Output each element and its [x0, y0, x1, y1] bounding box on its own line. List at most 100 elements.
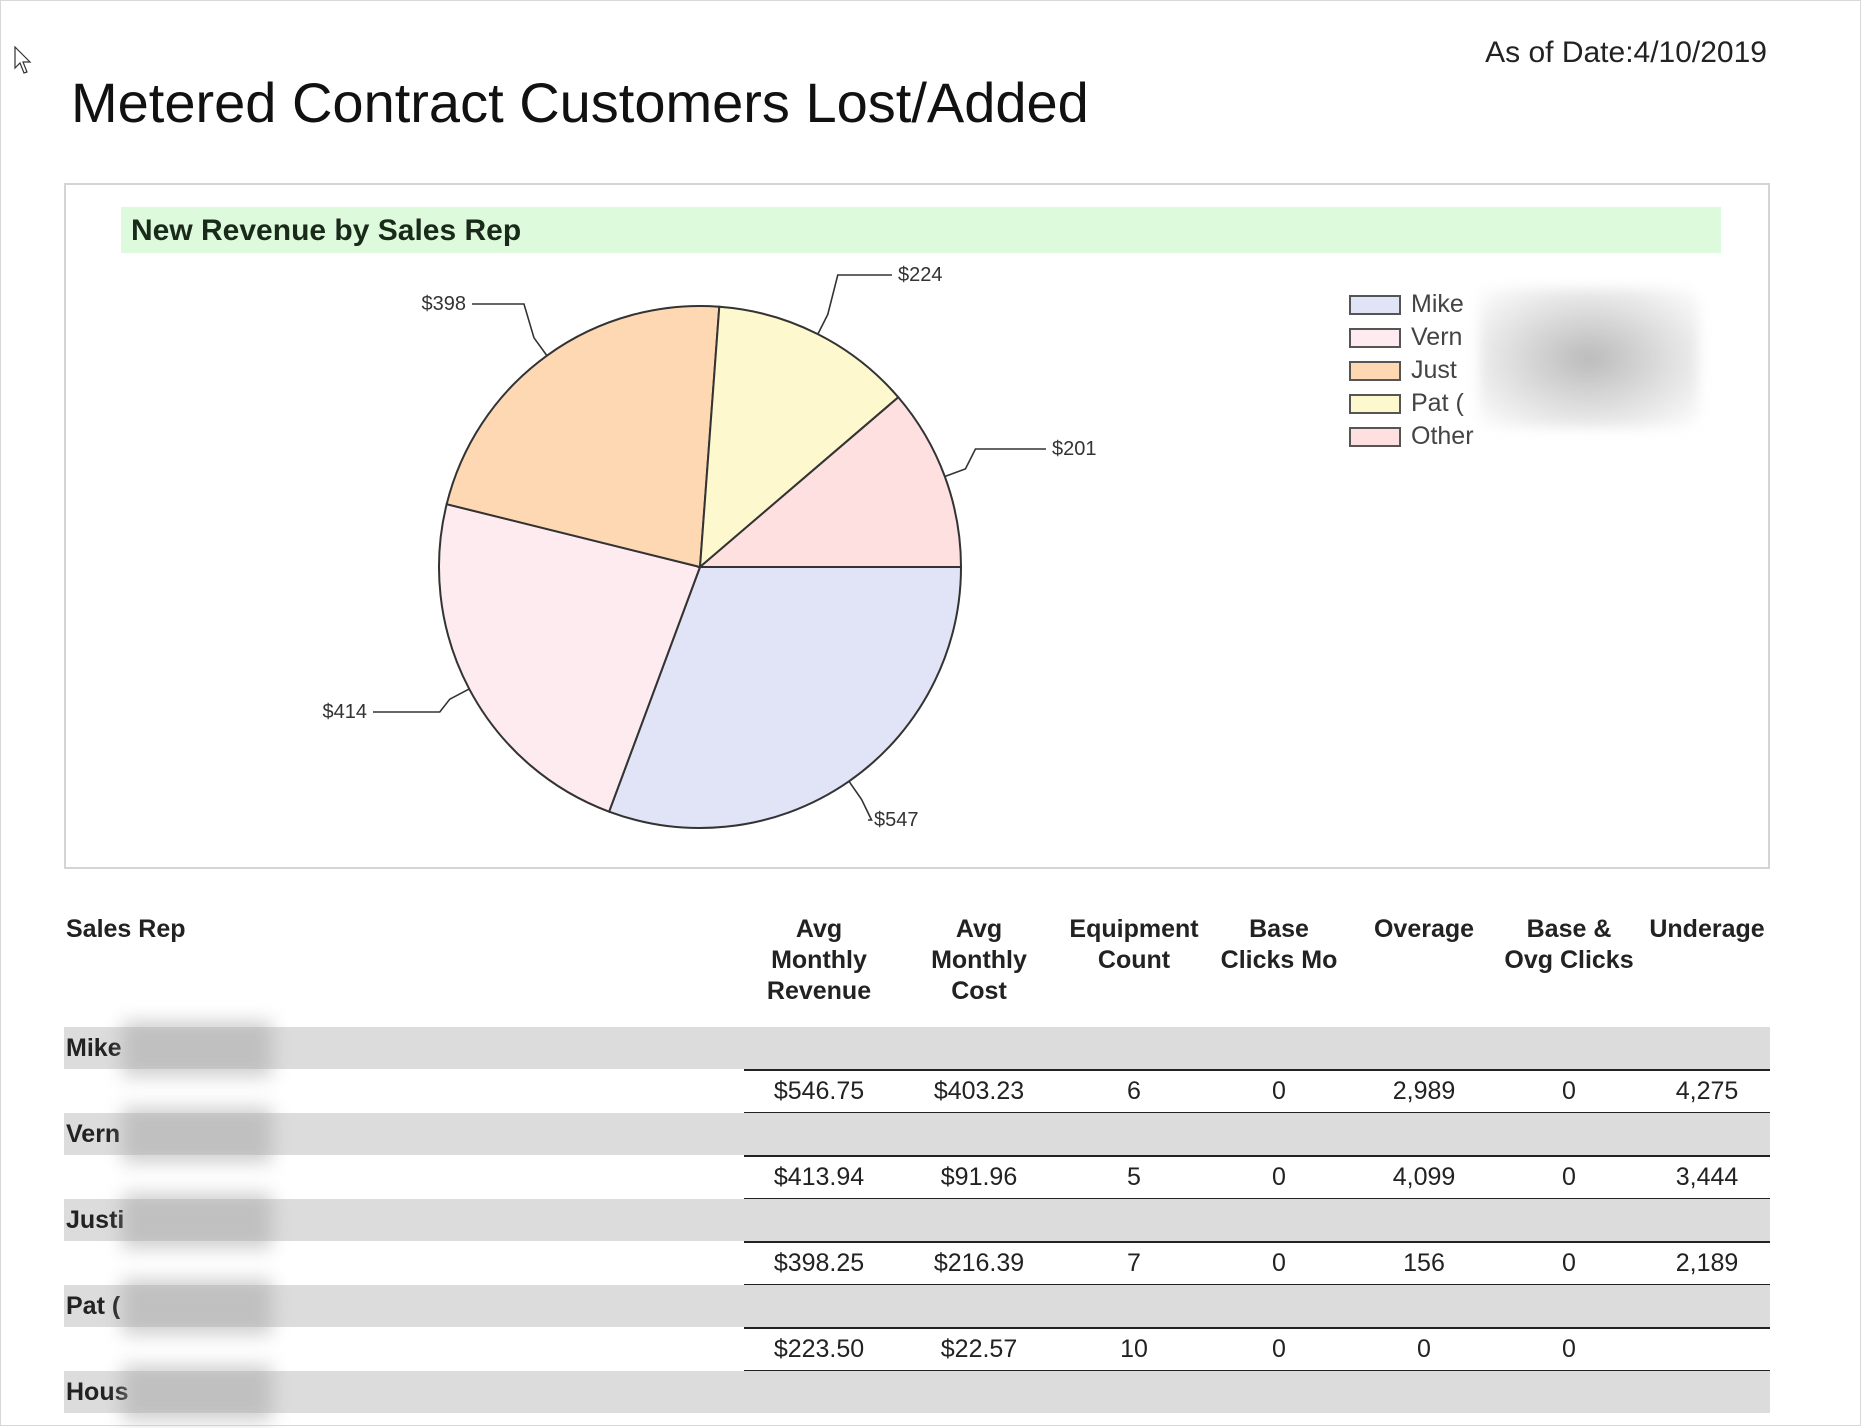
as-of-date: As of Date:4/10/2019	[1485, 36, 1767, 69]
header-line: Revenue	[766, 977, 872, 1005]
rep-band	[64, 1199, 1770, 1241]
data-label: $547	[874, 809, 919, 831]
rep-name: Justi	[66, 1206, 125, 1234]
cell-equipment: 5	[1127, 1163, 1141, 1191]
cell-cost: $216.39	[933, 1249, 1025, 1277]
cell-revenue: $398.25	[773, 1249, 865, 1277]
row-divider	[744, 1241, 1770, 1243]
redaction-blur	[122, 1021, 272, 1077]
cell-cost: $22.57	[940, 1335, 1018, 1363]
data-label: $201	[1052, 438, 1097, 460]
legend-label: Mike	[1411, 290, 1464, 318]
legend-swatch	[1349, 360, 1401, 381]
data-label: $414	[323, 701, 368, 723]
legend-item-mike: Mike	[1349, 288, 1474, 321]
rep-name: Pat (	[66, 1292, 121, 1320]
cell-base-clicks: 0	[1272, 1163, 1286, 1191]
redaction-blur	[122, 1279, 272, 1335]
report-title: Metered Contract Customers Lost/Added	[71, 71, 1089, 134]
cell-revenue: $413.94	[773, 1163, 865, 1191]
cell-base-ovg: 0	[1562, 1077, 1576, 1105]
cell-revenue: $546.75	[773, 1077, 865, 1105]
leader-line	[472, 303, 548, 357]
row-divider	[744, 1069, 1770, 1071]
rep-band	[64, 1113, 1770, 1155]
header-base-ovg-clicks: Base & Ovg Clicks	[1494, 914, 1644, 976]
rep-band	[64, 1027, 1770, 1069]
revenue-chart-panel: New Revenue by Sales Rep $547 $414 $398 $22…	[64, 183, 1770, 869]
cell-overage: 4,099	[1392, 1163, 1456, 1191]
legend-swatch	[1349, 426, 1401, 447]
legend-label: Vern	[1411, 323, 1463, 351]
header-equipment-count: Equipment Count	[1064, 914, 1204, 976]
cell-underage: 2,189	[1675, 1249, 1739, 1277]
cell-equipment: 10	[1120, 1335, 1148, 1363]
redaction-blur	[1479, 288, 1699, 428]
cell-cost: $91.96	[940, 1163, 1018, 1191]
legend-swatch	[1349, 294, 1401, 315]
legend-swatch	[1349, 393, 1401, 414]
cell-revenue: $223.50	[773, 1335, 865, 1363]
legend-label: Other	[1411, 422, 1474, 450]
redaction-blur	[122, 1107, 272, 1163]
cell-overage: 2,989	[1392, 1077, 1456, 1105]
legend-label: Pat (	[1411, 389, 1464, 417]
leader-line	[817, 274, 892, 335]
revenue-pie-chart: $547 $414 $398 $224 $201	[323, 264, 1097, 831]
header-line: Base	[1249, 915, 1309, 943]
pie-slice-mike	[607, 566, 963, 829]
cell-base-ovg: 0	[1562, 1163, 1576, 1191]
row-divider	[744, 1327, 1770, 1329]
rep-band	[64, 1371, 1770, 1413]
pie-slice-vern	[438, 502, 702, 813]
legend-item-pat: Pat (	[1349, 387, 1474, 420]
chart-legend: Mike Vern Just Pat ( Other	[1349, 288, 1699, 453]
header-line: Avg	[955, 915, 1003, 943]
header-avg-monthly-cost: Avg Monthly Cost	[904, 914, 1054, 1007]
legend-item-just: Just	[1349, 354, 1474, 387]
cell-underage: 4,275	[1675, 1077, 1739, 1105]
redaction-blur	[122, 1193, 272, 1249]
header-line: Underage	[1649, 915, 1765, 943]
cell-equipment: 6	[1127, 1077, 1141, 1105]
cell-cost: $403.23	[933, 1077, 1025, 1105]
header-line: Monthly	[931, 946, 1027, 974]
legend-label: Just	[1411, 356, 1457, 384]
rep-name: Hous	[66, 1378, 129, 1406]
leader-line	[373, 688, 470, 713]
cell-overage: 0	[1417, 1335, 1431, 1363]
header-line: Base &	[1526, 915, 1612, 943]
cell-base-ovg: 0	[1562, 1249, 1576, 1277]
pie-slice-pat	[698, 305, 900, 570]
leader-line	[848, 780, 873, 821]
header-line: Overage	[1373, 915, 1475, 943]
header-line: Ovg Clicks	[1504, 946, 1634, 974]
header-base-clicks-mo: Base Clicks Mo	[1214, 914, 1344, 976]
rep-band	[64, 1285, 1770, 1327]
data-label: $398	[422, 293, 467, 315]
chart-title: New Revenue by Sales Rep	[131, 214, 522, 247]
legend-item-vern: Vern	[1349, 321, 1474, 354]
header-line: Cost	[951, 977, 1007, 1005]
cell-base-clicks: 0	[1272, 1249, 1286, 1277]
chart-title-bar: New Revenue by Sales Rep	[121, 207, 1721, 253]
header-line: Clicks Mo	[1220, 946, 1338, 974]
cell-base-clicks: 0	[1272, 1335, 1286, 1363]
header-line: Avg	[795, 915, 843, 943]
cell-equipment: 7	[1127, 1249, 1141, 1277]
header-line: Monthly	[771, 946, 867, 974]
mouse-pointer-icon	[14, 46, 32, 74]
header-line: Count	[1097, 946, 1171, 974]
cell-base-clicks: 0	[1272, 1077, 1286, 1105]
legend-item-other: Other	[1349, 420, 1474, 453]
cell-underage: 3,444	[1675, 1163, 1739, 1191]
header-underage: Underage	[1639, 914, 1775, 945]
header-avg-monthly-revenue: Avg Monthly Revenue	[744, 914, 894, 1007]
header-sales-rep: Sales Rep	[66, 915, 186, 943]
pie-slice-just	[445, 305, 721, 569]
cell-overage: 156	[1403, 1249, 1445, 1277]
row-divider	[744, 1155, 1770, 1157]
cell-base-ovg: 0	[1562, 1335, 1576, 1363]
leader-line	[944, 448, 1046, 478]
